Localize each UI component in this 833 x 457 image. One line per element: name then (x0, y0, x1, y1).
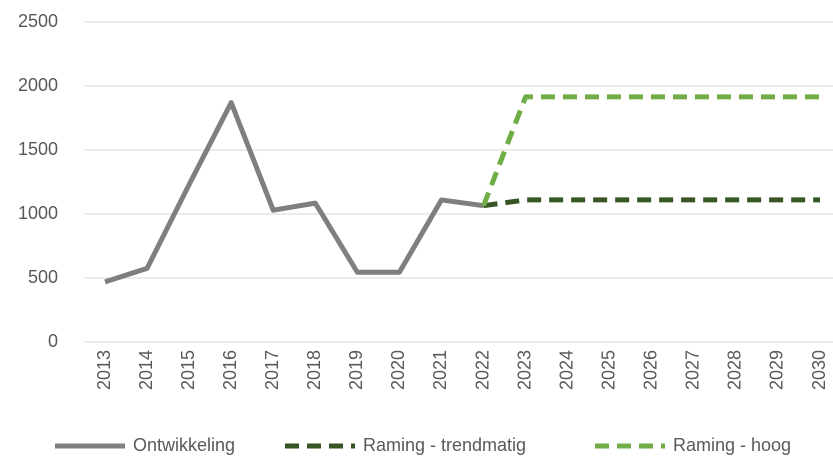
x-tick-label: 2028 (725, 350, 745, 390)
x-tick-label: 2019 (346, 350, 366, 390)
x-tick-label: 2029 (767, 350, 787, 390)
legend-label: Raming - hoog (673, 435, 791, 455)
series-line (104, 100, 484, 285)
x-tick-label: 2021 (430, 350, 450, 390)
series-line (481, 94, 821, 207)
y-tick-label: 500 (28, 267, 58, 287)
x-tick-label: 2015 (178, 350, 198, 390)
x-tick-label: 2017 (262, 350, 282, 390)
y-tick-label: 1000 (18, 203, 58, 223)
x-tick-label: 2022 (472, 350, 492, 390)
y-tick-label: 1500 (18, 139, 58, 159)
x-tick-label: 2023 (514, 350, 534, 390)
legend-label: Ontwikkeling (133, 435, 235, 455)
x-tick-label: 2027 (683, 350, 703, 390)
x-tick-label: 2020 (388, 350, 408, 390)
x-tick-label: 2026 (641, 350, 661, 390)
x-tick-label: 2025 (598, 350, 618, 390)
x-tick-label: 2030 (809, 350, 829, 390)
y-tick-label: 2000 (18, 75, 58, 95)
x-tick-label: 2014 (136, 350, 156, 390)
y-tick-label: 2500 (18, 11, 58, 31)
x-tick-label: 2016 (220, 350, 240, 390)
series-line (483, 197, 821, 209)
y-tick-label: 0 (48, 331, 58, 351)
x-tick-label: 2024 (556, 350, 576, 390)
x-tick-label: 2018 (304, 350, 324, 390)
x-tick-label: 2013 (94, 350, 114, 390)
legend-label: Raming - trendmatig (363, 435, 526, 455)
